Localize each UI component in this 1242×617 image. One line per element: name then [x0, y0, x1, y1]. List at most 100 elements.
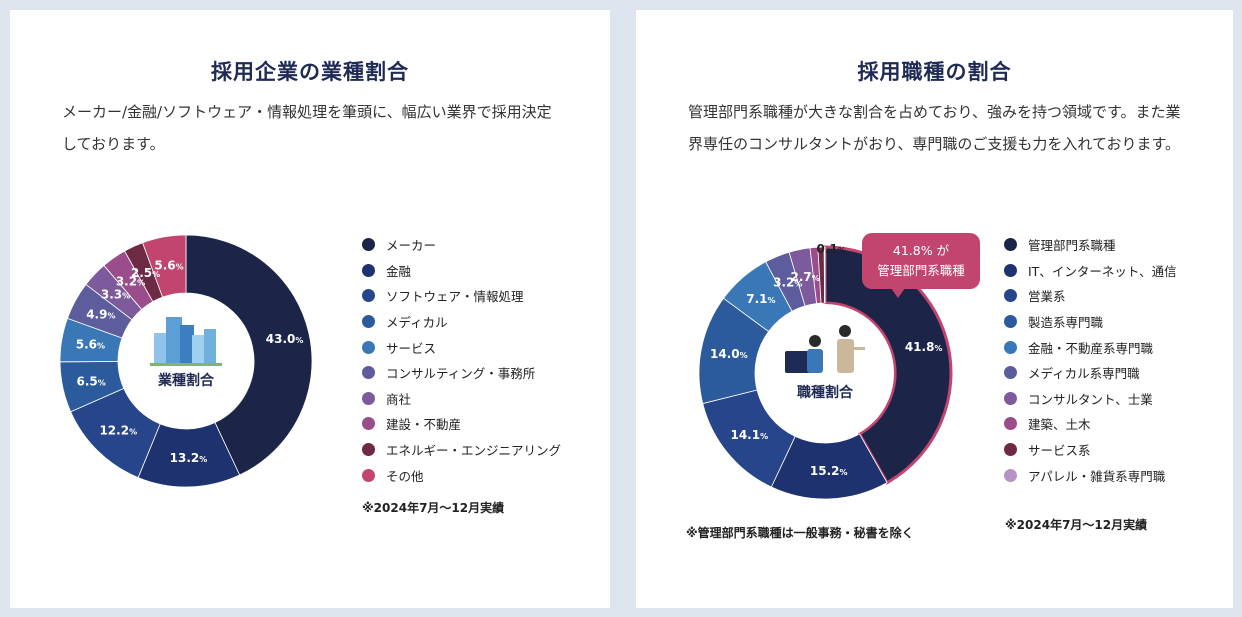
- legend-swatch: [362, 238, 375, 252]
- building-icon: [150, 317, 222, 366]
- data-label: 7.1%: [746, 292, 775, 306]
- exclusion-note: ※管理部門系職種は一般事務・秘書を除く: [686, 526, 914, 540]
- legend-item: 管理部門系職種: [1004, 232, 1177, 258]
- legend-label: アパレル・雑貨系専門職: [1028, 468, 1166, 484]
- donut-center-label: 職種割合: [797, 384, 854, 401]
- legend-swatch: [362, 366, 375, 380]
- legend-item: メディカル: [362, 309, 561, 335]
- legend-item: 営業系: [1004, 283, 1177, 309]
- legend-item: アパレル・雑貨系専門職: [1004, 462, 1177, 488]
- data-label: 4.9%: [86, 308, 115, 322]
- legend-label: 営業系: [1028, 289, 1066, 305]
- legend-swatch: [1004, 263, 1017, 277]
- legend-item: ソフトウェア・情報処理: [362, 283, 561, 309]
- industry-period-note: ※2024年7月〜12月実績: [362, 501, 505, 515]
- legend-item: 製造系専門職: [1004, 309, 1177, 335]
- data-label: 2.7%: [790, 270, 819, 284]
- legend-item: サービス: [362, 334, 561, 360]
- legend-swatch: [362, 443, 375, 457]
- legend-swatch: [1004, 238, 1017, 252]
- data-label: 41.8%: [905, 340, 943, 354]
- legend-swatch: [1004, 289, 1017, 303]
- legend-label: サービス系: [1028, 443, 1091, 459]
- industry-description: メーカー/金融/ソフトウェア・情報処理を筆頭に、幅広い業界で採用決定しております…: [62, 103, 552, 153]
- legend-label: その他: [386, 468, 424, 484]
- data-label: 3.2%: [116, 274, 145, 288]
- data-label: 14.0%: [710, 347, 748, 361]
- data-label: 2.5%: [131, 266, 160, 280]
- legend-label: 製造系専門職: [1028, 315, 1104, 331]
- legend-swatch: [1004, 315, 1017, 329]
- callout-line2: 管理部門系職種: [877, 263, 965, 278]
- legend-item: コンサルティング・事務所: [362, 360, 561, 386]
- legend-swatch: [362, 289, 375, 303]
- legend-swatch: [1004, 366, 1017, 380]
- industry-card: 採用企業の業種割合 メーカー/金融/ソフトウェア・情報処理を筆頭に、幅広い業界で…: [10, 10, 610, 608]
- callout-bubble: 41.8% が 管理部門系職種: [862, 233, 980, 289]
- legend-item: IT、インターネット、通信: [1004, 258, 1177, 284]
- data-label: 5.6%: [154, 258, 183, 272]
- legend-label: ソフトウェア・情報処理: [386, 289, 524, 305]
- donut-center: [756, 304, 894, 442]
- legend-swatch: [362, 391, 375, 405]
- legend-item: 建築、土木: [1004, 411, 1177, 437]
- donut-slice: [185, 235, 312, 476]
- legend-label: 管理部門系職種: [1028, 238, 1116, 254]
- legend-label: コンサルタント、士業: [1028, 391, 1153, 407]
- legend-label: IT、インターネット、通信: [1028, 263, 1177, 279]
- callout-tail: [891, 288, 905, 298]
- legend-item: サービス系: [1004, 437, 1177, 463]
- donut-center-label: 業種割合: [157, 372, 215, 389]
- data-label: 14.1%: [730, 428, 768, 442]
- data-label: 13.2%: [170, 451, 208, 465]
- data-label: 6.5%: [77, 374, 106, 388]
- data-label: 43.0%: [266, 332, 304, 346]
- data-label: 5.6%: [76, 338, 105, 352]
- legend-swatch: [1004, 417, 1017, 431]
- legend-label: メディカル系専門職: [1028, 366, 1140, 382]
- data-label: 3.3%: [101, 287, 130, 301]
- people-icon: [785, 325, 865, 373]
- legend-label: 金融: [386, 263, 412, 279]
- legend-swatch: [362, 340, 375, 354]
- legend-label: コンサルティング・事務所: [386, 366, 536, 382]
- legend-item: 金融・不動産系専門職: [1004, 334, 1177, 360]
- legend-label: 金融・不動産系専門職: [1028, 340, 1154, 356]
- legend-item: メディカル系専門職: [1004, 360, 1177, 386]
- legend-swatch: [362, 468, 375, 482]
- occupation-legend: 管理部門系職種 IT、インターネット、通信 営業系製造系専門職金融・不動産系専門職メ…: [1004, 232, 1177, 488]
- legend-swatch: [362, 417, 375, 431]
- legend-item: 商社: [362, 386, 561, 412]
- occupation-title: 採用職種の割合: [857, 60, 1012, 84]
- legend-swatch: [362, 263, 375, 277]
- donut-slice: [142, 235, 187, 298]
- donut-slice: [823, 246, 826, 304]
- legend-swatch: [362, 315, 375, 329]
- legend-item: その他: [362, 462, 561, 488]
- occupation-card: 採用職種の割合 管理部門系職種が大きな割合を占めており、強みを持つ領域です。また…: [636, 10, 1233, 608]
- legend-swatch: [1004, 468, 1017, 482]
- data-label: 3.2%: [773, 275, 802, 289]
- occupation-description: 管理部門系職種が大きな割合を占めており、強みを持つ領域です。また業界専任のコンサ…: [688, 103, 1181, 153]
- legend-label: メディカル: [386, 315, 448, 331]
- occupation-donut-chart: 職種割合41.8%15.2%14.1%14.0%7.1%3.2%2.7%1.0%…: [698, 242, 953, 500]
- industry-legend: メーカー金融ソフトウェア・情報処理 メディカルサービスコンサルティング・事務所 商社…: [362, 232, 561, 488]
- legend-item: 金融: [362, 258, 561, 284]
- occupation-period-note: ※2024年7月〜12月実績: [1005, 518, 1148, 532]
- legend-item: エネルギー・エンジニアリング: [362, 437, 561, 463]
- legend-item: メーカー: [362, 232, 561, 258]
- legend-label: 商社: [386, 391, 412, 407]
- industry-donut-chart: 業種割合 43.0% 13.2% 12.2% 6.5% 5.6% 4.9% 3.3%3.2%2…: [60, 235, 312, 487]
- legend-label: メーカー: [386, 238, 437, 254]
- legend-label: 建設・不動産: [386, 417, 462, 433]
- legend-label: エネルギー・エンジニアリング: [386, 443, 562, 459]
- legend-item: コンサルタント、士業: [1004, 386, 1177, 412]
- legend-label: サービス: [386, 340, 437, 356]
- data-label: 15.2%: [810, 464, 848, 478]
- data-label: 0.1%: [817, 242, 846, 256]
- legend-swatch: [1004, 340, 1017, 354]
- data-label: 12.2%: [99, 423, 137, 437]
- legend-swatch: [1004, 391, 1017, 405]
- industry-title: 採用企業の業種割合: [211, 60, 409, 84]
- callout-line1: 41.8% が: [892, 243, 950, 258]
